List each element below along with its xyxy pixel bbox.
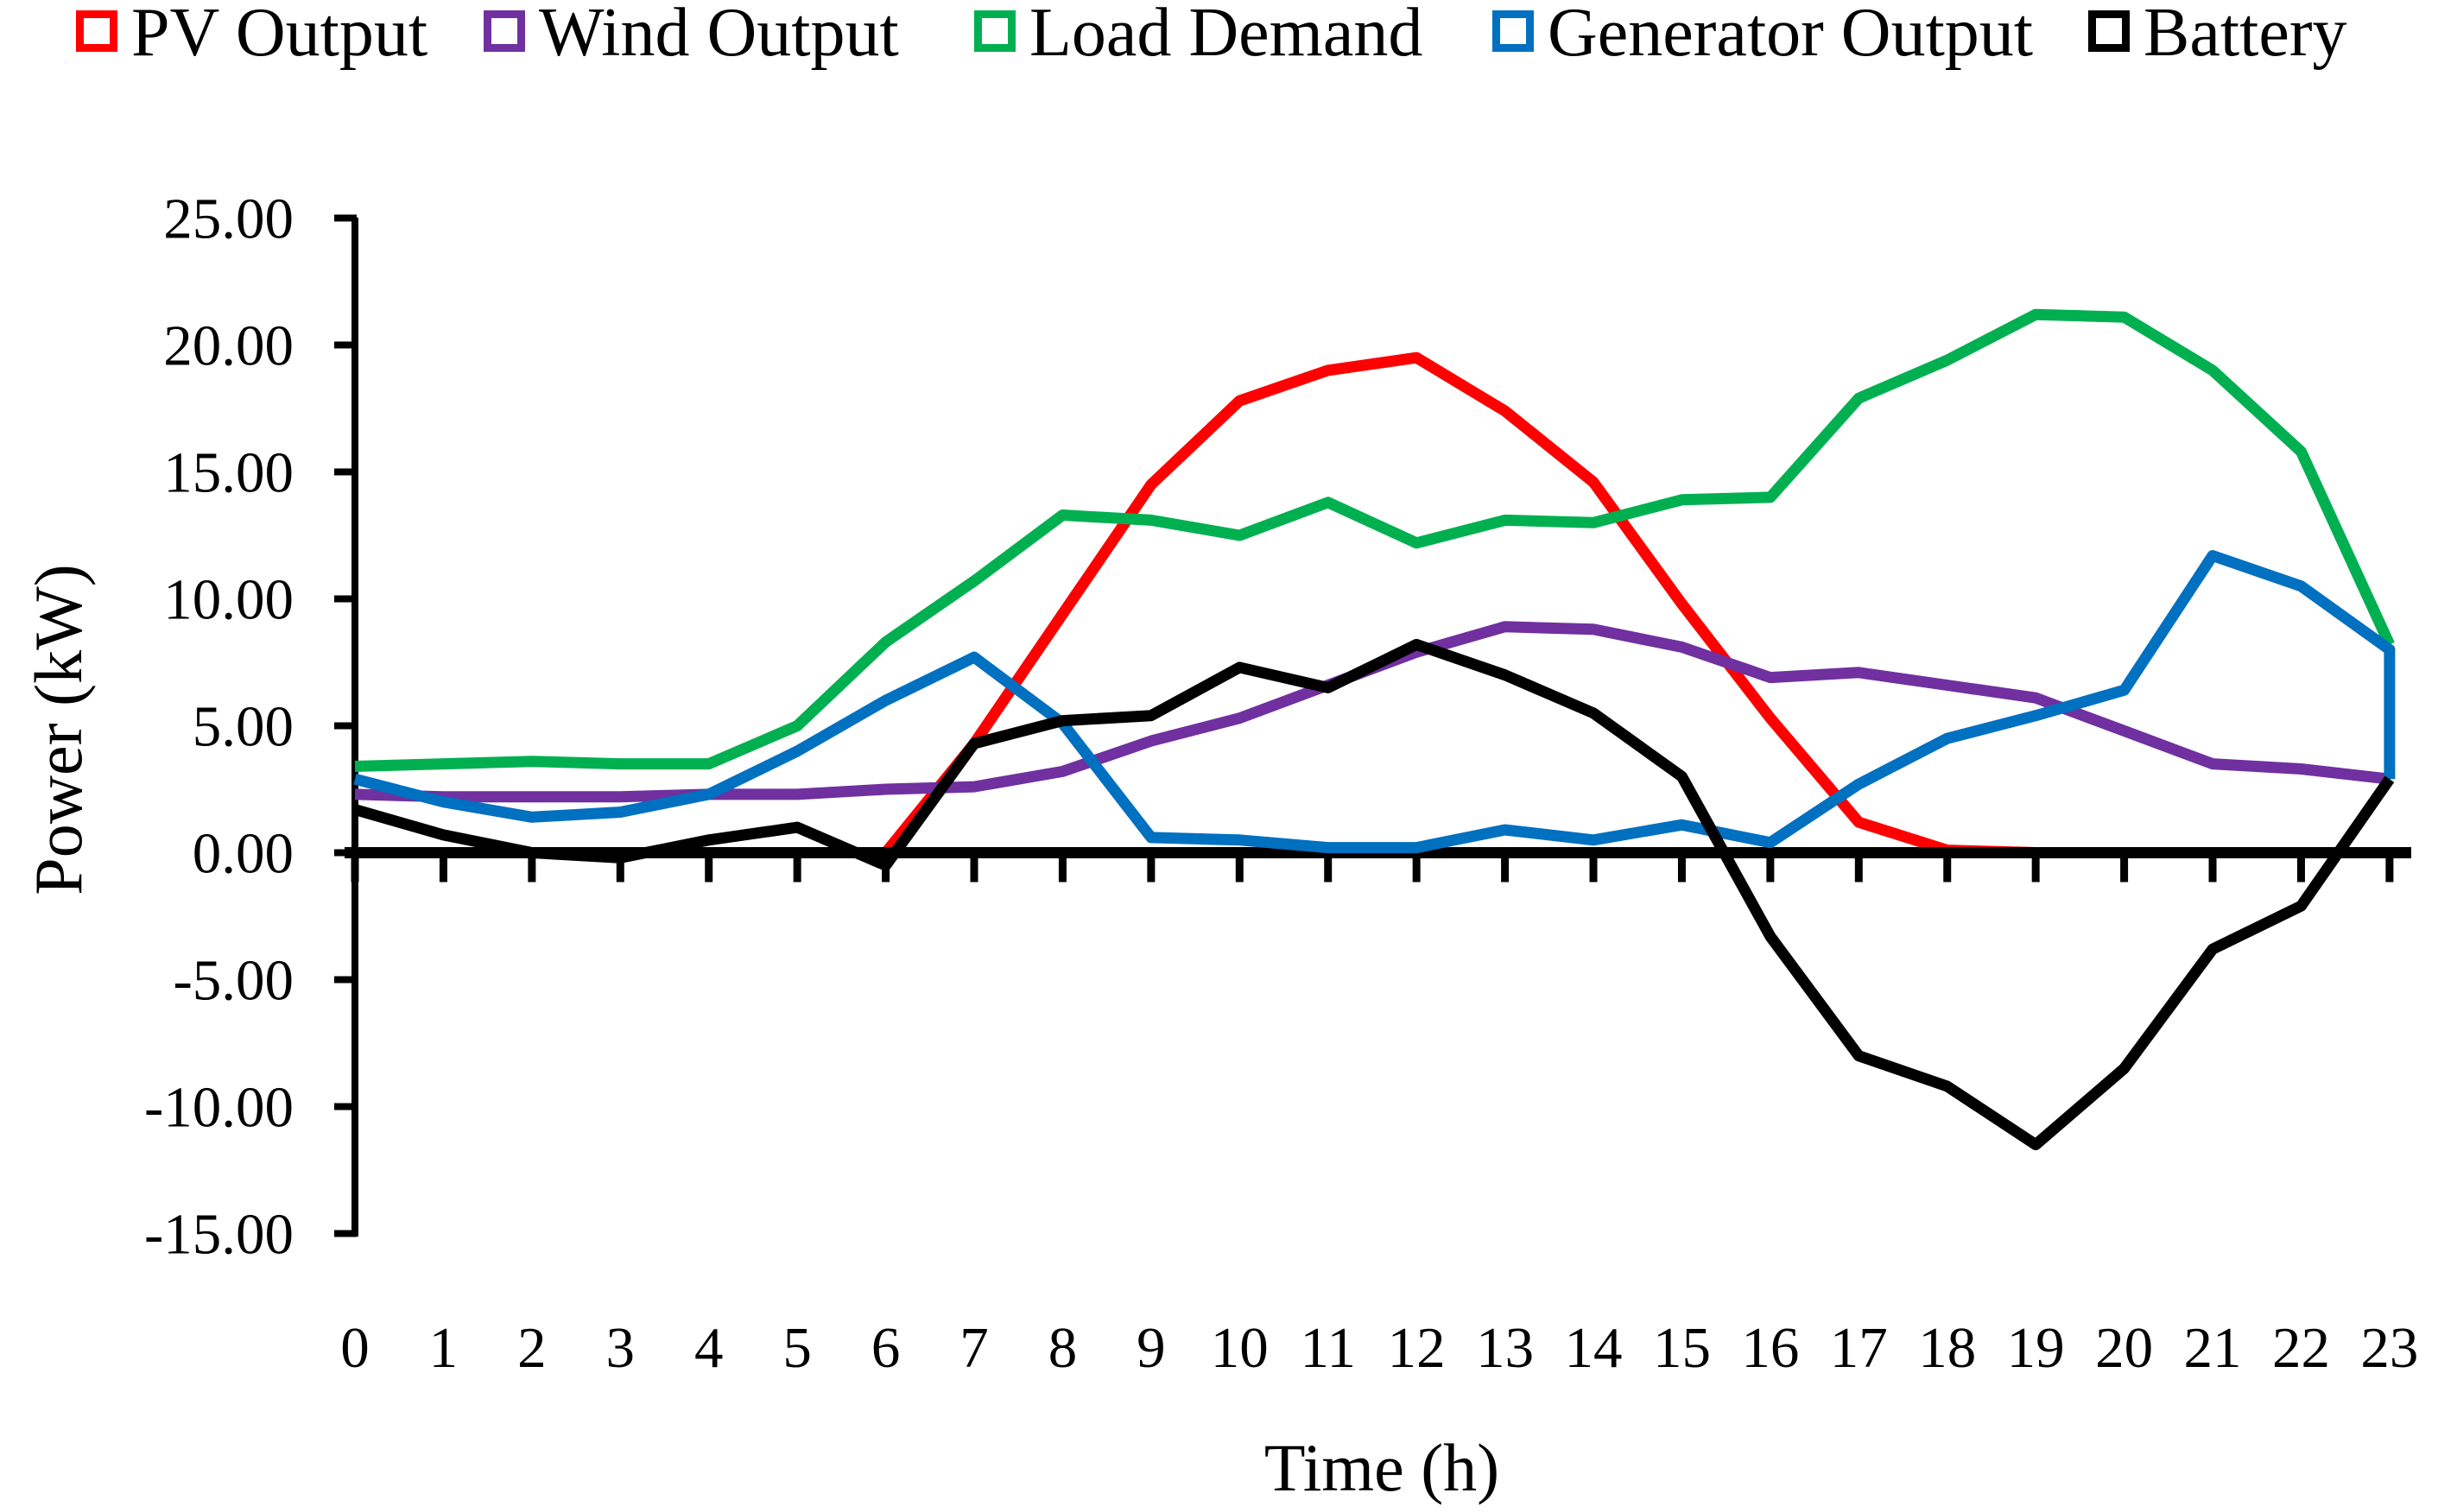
legend-item-wind-output: Wind Output [484, 0, 899, 71]
y-tick-label: 15.00 [163, 441, 294, 505]
x-tick-label: 6 [871, 1316, 901, 1380]
series-line-pv-output [355, 351, 2390, 858]
x-tick-label: 19 [2007, 1316, 2065, 1380]
x-tick-label: 10 [1211, 1316, 1269, 1380]
y-tick-label: -10.00 [144, 1076, 294, 1140]
legend-swatch-icon [974, 10, 1016, 52]
x-tick-label: 16 [1741, 1316, 1799, 1380]
legend-swatch-icon [1492, 10, 1534, 52]
x-tick-label: 0 [340, 1316, 370, 1380]
series-line-wind-output [354, 621, 2391, 803]
y-tick-label: -5.00 [173, 949, 294, 1013]
x-tick-label: 20 [2095, 1316, 2153, 1380]
x-tick-label: 9 [1137, 1316, 1166, 1380]
legend-label: PV Output [131, 0, 428, 71]
x-tick-label: 2 [517, 1316, 547, 1380]
legend-label: Load Demand [1029, 0, 1423, 71]
x-tick-label: 7 [959, 1316, 989, 1380]
legend-swatch-icon [76, 10, 117, 52]
legend-item-generator-output: Generator Output [1492, 0, 2034, 71]
y-tick-label: 25.00 [163, 187, 294, 251]
x-tick-label: 12 [1388, 1316, 1446, 1380]
y-axis-title: Power (kW) [21, 564, 96, 895]
x-tick-label: 23 [2360, 1316, 2418, 1380]
x-tick-label: 8 [1048, 1316, 1078, 1380]
legend-label: Battery [2144, 0, 2347, 71]
x-tick-label: 15 [1653, 1316, 1711, 1380]
y-tick-label: 20.00 [163, 314, 294, 378]
legend-swatch-icon [484, 10, 525, 52]
x-tick-label: 14 [1565, 1316, 1623, 1380]
series-line-battery [353, 638, 2395, 1151]
x-tick-label: 18 [1918, 1316, 1976, 1380]
y-tick-label: 10.00 [163, 568, 294, 632]
legend: PV Output Wind Output Load Demand Generator… [0, 0, 2438, 74]
x-tick-label: 13 [1476, 1316, 1534, 1380]
legend-item-battery: Battery [2088, 0, 2347, 71]
legend-swatch-icon [2088, 10, 2130, 52]
series-line-load-demand [354, 308, 2395, 772]
x-tick-label: 11 [1300, 1316, 1356, 1380]
series-line-generator-output [353, 550, 2396, 854]
x-tick-label: 3 [606, 1316, 636, 1380]
x-tick-label: 1 [429, 1316, 459, 1380]
x-axis-title: Time (h) [1263, 1430, 1500, 1505]
x-tick-label: 22 [2272, 1316, 2330, 1380]
y-tick-label: 0.00 [193, 822, 294, 886]
y-tick-label: -15.00 [144, 1203, 294, 1267]
x-tick-label: 4 [694, 1316, 724, 1380]
x-tick-label: 17 [1830, 1316, 1888, 1380]
legend-label: Wind Output [539, 0, 899, 71]
x-tick-label: 5 [782, 1316, 812, 1380]
legend-label: Generator Output [1548, 0, 2034, 71]
legend-item-pv-output: PV Output [76, 0, 428, 71]
x-tick-label: 21 [2184, 1316, 2242, 1380]
y-tick-label: 5.00 [193, 695, 294, 759]
legend-item-load-demand: Load Demand [974, 0, 1423, 71]
